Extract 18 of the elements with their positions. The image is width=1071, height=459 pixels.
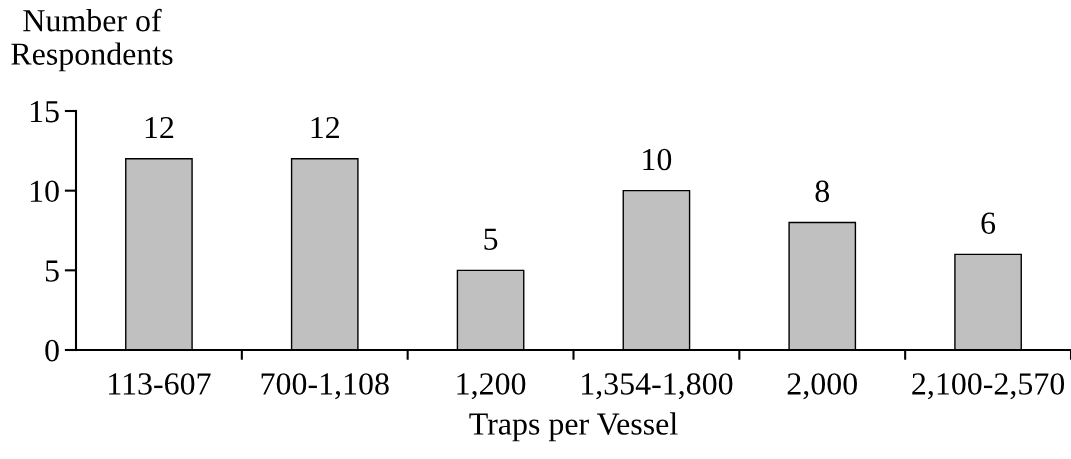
y-axis-title: Number of Respondents (11, 8, 173, 72)
data-label: 5 (484, 228, 498, 250)
data-label: 12 (311, 116, 339, 139)
y-tick-label: 15 (30, 100, 59, 123)
y-tick-label: 10 (30, 180, 59, 203)
data-label: 6 (981, 212, 996, 235)
y-tick-label: 0 (45, 339, 59, 362)
x-tick-label: 1,354-1,800 (582, 373, 733, 400)
x-tick-label: 700-1,108 (261, 373, 389, 400)
x-tick-label: 2,100-2,570 (912, 373, 1065, 400)
data-label: 12 (145, 116, 174, 139)
y-tick-label: 5 (45, 260, 59, 282)
x-tick-label: 1,200 (457, 373, 526, 400)
data-label: 10 (643, 148, 672, 171)
x-tick-label: 2,000 (787, 373, 857, 400)
data-label: 8 (815, 180, 830, 203)
x-axis-title: Traps per Vessel (469, 412, 678, 442)
x-tick-label: 113-607 (109, 373, 211, 395)
